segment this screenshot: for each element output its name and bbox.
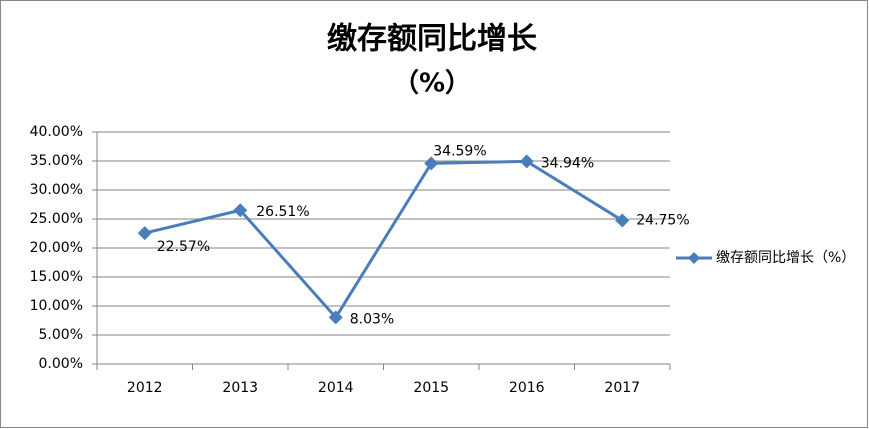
y-tick-label: 10.00%	[30, 298, 83, 314]
y-tick-label: 20.00%	[30, 240, 83, 256]
y-tick-label: 5.00%	[39, 327, 83, 343]
x-tick-label: 2013	[222, 380, 258, 396]
y-tick-label: 15.00%	[30, 269, 83, 285]
legend-label: 缴存额同比增长（%）	[716, 250, 856, 266]
y-tick-label: 40.00%	[30, 124, 83, 140]
data-marker	[328, 310, 343, 325]
data-marker	[137, 226, 152, 241]
data-label: 34.59%	[433, 143, 486, 159]
y-tick-label: 0.00%	[39, 356, 83, 372]
series-line	[144, 159, 624, 319]
data-label: 34.94%	[541, 155, 594, 171]
chart-title: 缴存额同比增长	[327, 22, 537, 57]
y-tick-label: 30.00%	[30, 182, 83, 198]
x-tick-label: 2012	[127, 380, 163, 396]
y-tick-label: 35.00%	[30, 153, 83, 169]
data-label: 22.57%	[157, 239, 210, 255]
data-marker	[519, 154, 534, 169]
data-label: 24.75%	[636, 212, 689, 228]
data-label: 26.51%	[256, 204, 309, 220]
legend-marker	[688, 252, 700, 264]
x-tick-label: 2014	[318, 380, 354, 396]
data-marker	[233, 203, 248, 218]
chart-subtitle: （%）	[393, 69, 471, 99]
x-tick-label: 2016	[509, 380, 545, 396]
x-tick-label: 2017	[604, 380, 640, 396]
data-marker	[424, 156, 439, 171]
y-tick-label: 25.00%	[30, 211, 83, 227]
data-label: 8.03%	[350, 311, 394, 327]
x-tick-label: 2015	[413, 380, 449, 396]
data-marker	[615, 213, 630, 228]
